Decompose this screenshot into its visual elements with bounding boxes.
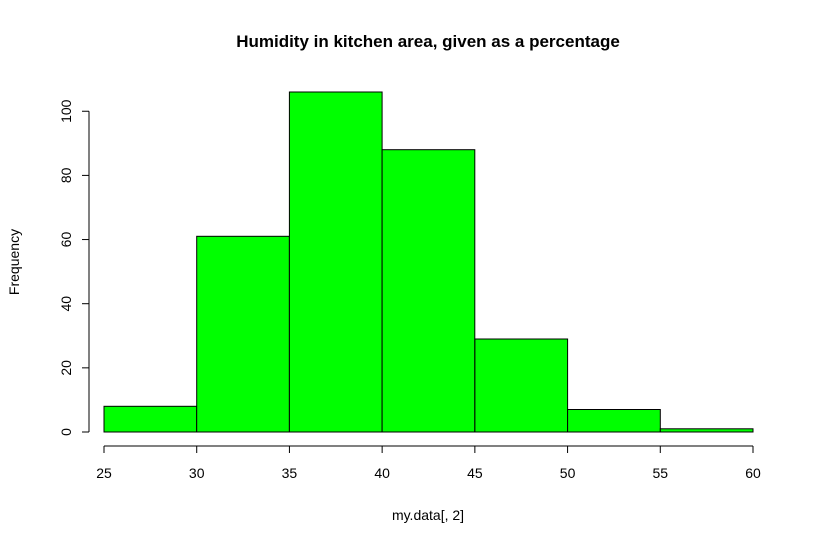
y-tick-label: 40 (58, 296, 74, 312)
chart-title: Humidity in kitchen area, given as a per… (236, 32, 620, 51)
histogram-bar (474, 338, 569, 433)
y-axis-label: Frequency (6, 229, 22, 295)
y-tick-label: 80 (58, 167, 74, 183)
histogram-bar (196, 235, 290, 433)
x-tick-label: 40 (374, 465, 390, 481)
histogram-bar (288, 91, 383, 433)
x-tick-label: 55 (652, 465, 668, 481)
x-tick-label: 50 (560, 465, 576, 481)
y-tick-label: 100 (58, 99, 74, 123)
x-tick-label: 30 (189, 465, 205, 481)
y-tick-label: 60 (58, 232, 74, 248)
histogram-bar (659, 428, 754, 433)
x-tick-label: 60 (745, 465, 761, 481)
x-tick-label: 35 (282, 465, 298, 481)
histogram-bar (103, 405, 198, 433)
x-axis-label: my.data[, 2] (392, 507, 464, 523)
x-axis: 25 30 35 40 45 50 55 60 (96, 445, 761, 481)
y-tick-label: 0 (58, 428, 74, 436)
bars-group (103, 91, 754, 433)
y-axis: 0 20 40 60 80 100 (58, 99, 90, 436)
x-tick-label: 25 (96, 465, 112, 481)
histogram-bar (381, 149, 476, 433)
x-tick-label: 45 (467, 465, 483, 481)
histogram-bar (567, 409, 661, 433)
y-tick-label: 20 (58, 360, 74, 376)
